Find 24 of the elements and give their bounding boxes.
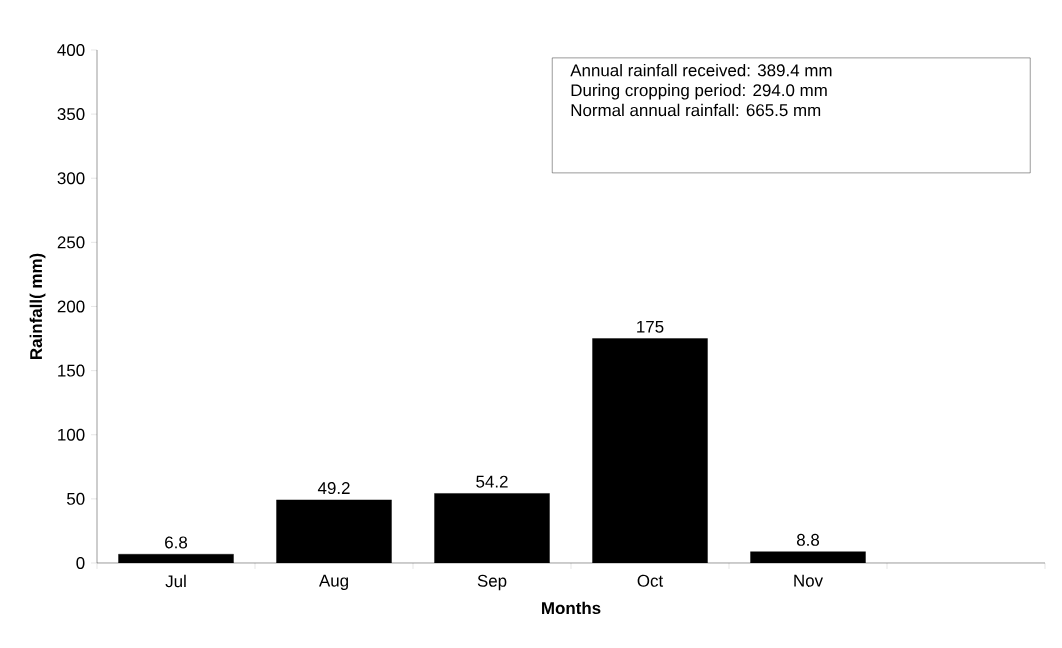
y-tick-label: 350 — [57, 108, 85, 121]
x-tick-label: Sep — [477, 574, 507, 591]
y-tick-label: 0 — [76, 556, 85, 569]
x-tick-label: Jul — [165, 574, 186, 588]
annotation: Normal annual rainfall: 665.5 mm — [571, 103, 821, 117]
y-tick-label: 400 — [57, 43, 85, 56]
data-label: 54.2 — [476, 475, 508, 488]
y-axis-title: Rainfall( mm) — [29, 253, 46, 359]
y-tick-label: 100 — [58, 428, 85, 441]
x-tick-label: Nov — [794, 574, 823, 587]
y-tick-label: 300 — [57, 172, 85, 185]
x-tick-label: Aug — [318, 574, 348, 590]
annotation: During cropping period: 294.0 mm — [571, 83, 827, 100]
y-tick-label: 50 — [67, 492, 85, 505]
data-label: 8.8 — [796, 533, 820, 546]
data-label: 175 — [637, 320, 664, 333]
annotation: Annual rainfall received: 389.4 mm — [570, 63, 832, 77]
y-tick-label: 150 — [58, 364, 85, 377]
x-tick-label: Oct — [637, 574, 664, 587]
x-axis-title: Months — [542, 601, 601, 615]
y-tick-label: 200 — [57, 300, 85, 313]
data-label: 49.2 — [317, 482, 350, 495]
data-label: 6.8 — [165, 536, 188, 549]
y-tick-label: 250 — [57, 236, 85, 249]
